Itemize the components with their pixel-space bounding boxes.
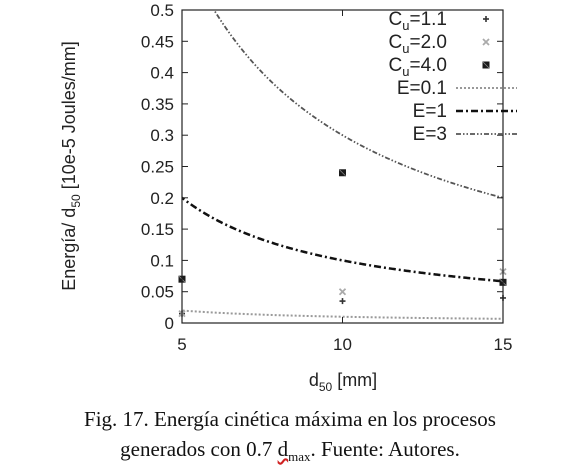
legend-label-cu-2-0: Cu=2.0 xyxy=(389,32,447,56)
curves xyxy=(182,10,503,320)
y-tick-label: 0.4 xyxy=(150,64,174,83)
curve-e-1 xyxy=(182,196,503,283)
axis-layer: 0 0.05 0.1 0.15 0.2 0.25 0.3 0.35 0.4 0.45 0.5 5 10 1… xyxy=(141,1,513,354)
curve-e-3 xyxy=(213,10,503,199)
y-axis-label: Energía/ d50 [10e-5 Joules/mm] xyxy=(59,41,83,290)
x-tick-label: 15 xyxy=(494,335,513,354)
y-tick-label: 0.1 xyxy=(150,251,174,270)
x-tick-label: 5 xyxy=(177,335,186,354)
legend-label-cu-4-0: Cu=4.0 xyxy=(389,55,447,79)
legend-label-cu-1-1: Cu=1.1 xyxy=(389,9,447,33)
x-tick-label: 10 xyxy=(333,335,352,354)
curve-e-0-1 xyxy=(182,309,503,320)
plot-layer xyxy=(178,10,507,320)
x-axis-label: d50 [mm] xyxy=(309,370,377,394)
figure-caption: Fig. 17. Energía cinética máxima en los … xyxy=(0,404,580,472)
caption-line-2: generados con 0.7 dmax. Fuente: Autores. xyxy=(120,437,460,465)
legend-marker-cu-4-0 xyxy=(482,61,490,69)
y-tick-label: 0.25 xyxy=(141,158,174,177)
y-tick-label: 0.2 xyxy=(150,189,174,208)
y-tick-label: 0.35 xyxy=(141,95,174,114)
y-tick-label: 0.3 xyxy=(150,126,174,145)
y-tick-label: 0.15 xyxy=(141,220,174,239)
legend-label-e-0-1: E=0.1 xyxy=(397,78,447,99)
legend-label-e-3: E=3 xyxy=(413,124,447,145)
chart: 0 0.05 0.1 0.15 0.2 0.25 0.3 0.35 0.4 0.45 0.5 5 10 1… xyxy=(59,1,517,394)
legend-marker-cu-2-0 xyxy=(482,38,490,46)
y-tick-label: 0.05 xyxy=(141,283,174,302)
dmax-symbol: dmax xyxy=(277,437,311,465)
legend: Cu=1.1Cu=2.0Cu=4.0E=0.1E=1E=3 xyxy=(389,9,517,145)
y-tick-label: 0.45 xyxy=(141,32,174,51)
legend-label-e-1: E=1 xyxy=(413,101,447,122)
y-tick-label: 0 xyxy=(165,314,174,333)
point-cu-1-1 xyxy=(339,298,346,305)
caption-line-1: Fig. 17. Energía cinética máxima en los … xyxy=(84,407,496,431)
y-tick-label: 0.5 xyxy=(150,1,174,20)
point-cu-4-0 xyxy=(339,169,346,177)
point-cu-2-0 xyxy=(338,288,347,296)
legend-marker-cu-1-1 xyxy=(483,16,489,22)
